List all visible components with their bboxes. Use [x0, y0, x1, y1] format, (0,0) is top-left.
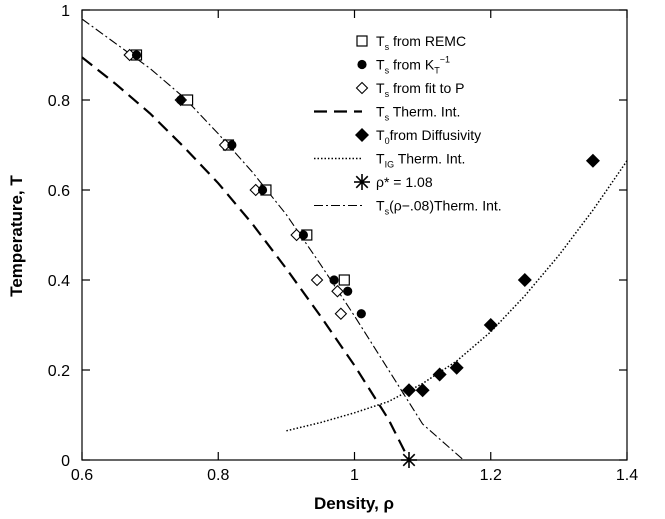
data-point	[298, 230, 309, 240]
legend-marker	[356, 35, 368, 47]
series-0	[130, 49, 350, 286]
legend-marker	[354, 174, 370, 190]
data-point	[402, 383, 416, 398]
legend-label-text: from Diffusivity	[390, 127, 482, 143]
data-point	[176, 95, 186, 105]
data-point	[356, 309, 366, 319]
legend-entry: ρ* = 1.08	[354, 174, 433, 190]
data-point	[131, 50, 142, 60]
legend-label-text: from fit to P	[389, 80, 464, 96]
legend-label-subscript: 0	[385, 136, 390, 146]
data-point	[343, 286, 353, 296]
data-point	[331, 284, 344, 298]
data-point	[257, 185, 268, 195]
legend-label: Ts from fit to P	[376, 80, 465, 99]
legend-label-text: from REMC	[389, 33, 466, 49]
legend-label-main: T	[376, 198, 385, 214]
series-3	[81, 56, 410, 461]
legend-label-text: Therm. Int.	[394, 151, 465, 167]
legend-label: TIG Therm. Int.	[376, 151, 465, 170]
data-point	[227, 140, 237, 150]
series-layer	[81, 18, 628, 468]
y-tick-label: 0.6	[48, 183, 70, 200]
legend-label-main: T	[376, 57, 385, 73]
x-tick-label: 1.2	[480, 467, 502, 484]
legend-label-subscript: s	[385, 113, 390, 123]
legend-label-main: T	[376, 151, 385, 167]
legend-entry: Ts from KT−1	[357, 55, 450, 76]
legend-label-text: (ρ−.08)Therm. Int.	[389, 198, 502, 214]
legend-label-text: Therm. Int.	[389, 104, 460, 120]
legend-label-text: from K	[389, 57, 435, 73]
x-tick-label: 1	[350, 467, 359, 484]
y-tick-label: 1	[61, 3, 70, 20]
series-line	[81, 56, 410, 461]
axis-ticks: 0.6 0.8 1 1.2 1.4 0 0.2 0.4 0.6 0.8 1	[48, 3, 638, 484]
legend-entry: T0from Diffusivity	[355, 127, 481, 146]
data-point	[310, 273, 324, 287]
y-tick-label: 0.2	[48, 363, 70, 380]
legend-label-main: T	[376, 104, 385, 120]
data-point	[329, 275, 339, 285]
data-point	[415, 383, 430, 398]
data-point	[585, 153, 600, 168]
data-point	[449, 360, 464, 375]
legend-label-subscript: s	[385, 42, 390, 52]
legend-label-subscript: s	[385, 89, 390, 99]
legend-label-subscript: s	[385, 66, 390, 76]
legend-label-main: T	[376, 80, 385, 96]
y-tick-label: 0.4	[48, 273, 70, 290]
series-6	[401, 452, 417, 468]
series-1	[131, 50, 366, 319]
legend-entry: Ts Therm. Int.	[314, 104, 460, 123]
legend-label-main: T	[376, 33, 385, 49]
plot-frame	[81, 9, 628, 461]
legend-label-subscript: s	[385, 207, 390, 217]
y-tick-label: 0	[61, 453, 70, 470]
data-point	[432, 367, 447, 382]
data-point	[401, 452, 417, 468]
legend-label: ρ* = 1.08	[376, 174, 433, 190]
legend-entry: Ts from fit to P	[355, 80, 465, 99]
data-point	[334, 307, 348, 321]
data-point	[483, 318, 498, 332]
legend-label: T0from Diffusivity	[376, 127, 481, 146]
legend-label: Ts(ρ−.08)Therm. Int.	[376, 198, 502, 217]
legend-label-main: ρ* = 1.08	[376, 174, 433, 190]
legend-label: Ts Therm. Int.	[376, 104, 460, 123]
data-point	[338, 274, 350, 286]
legend-entry: Ts(ρ−.08)Therm. Int.	[314, 198, 502, 217]
y-axis-title: Temperature, T	[7, 175, 26, 297]
data-point	[517, 273, 532, 287]
legend-label: Ts from REMC	[376, 33, 466, 52]
legend-label-main: T	[376, 127, 385, 143]
legend-marker	[355, 81, 369, 95]
legend-label-subscript: T	[434, 66, 440, 76]
series-4	[402, 153, 600, 398]
x-tick-label: 1.4	[616, 467, 638, 484]
legend-label-subscript: IG	[385, 160, 395, 170]
y-tick-label: 0.8	[48, 93, 70, 110]
legend-label: Ts from KT−1	[376, 55, 450, 76]
x-axis-title: Density, ρ	[314, 494, 394, 513]
legend-entry: Ts from REMC	[356, 33, 466, 52]
x-tick-label: 0.8	[207, 467, 229, 484]
legend-entry: TIG Therm. Int.	[314, 151, 465, 170]
legend-label-superscript: −1	[440, 55, 450, 65]
series-2	[123, 48, 348, 321]
legend-marker	[355, 128, 369, 142]
x-tick-label: 0.6	[71, 467, 93, 484]
legend-marker	[357, 59, 367, 70]
